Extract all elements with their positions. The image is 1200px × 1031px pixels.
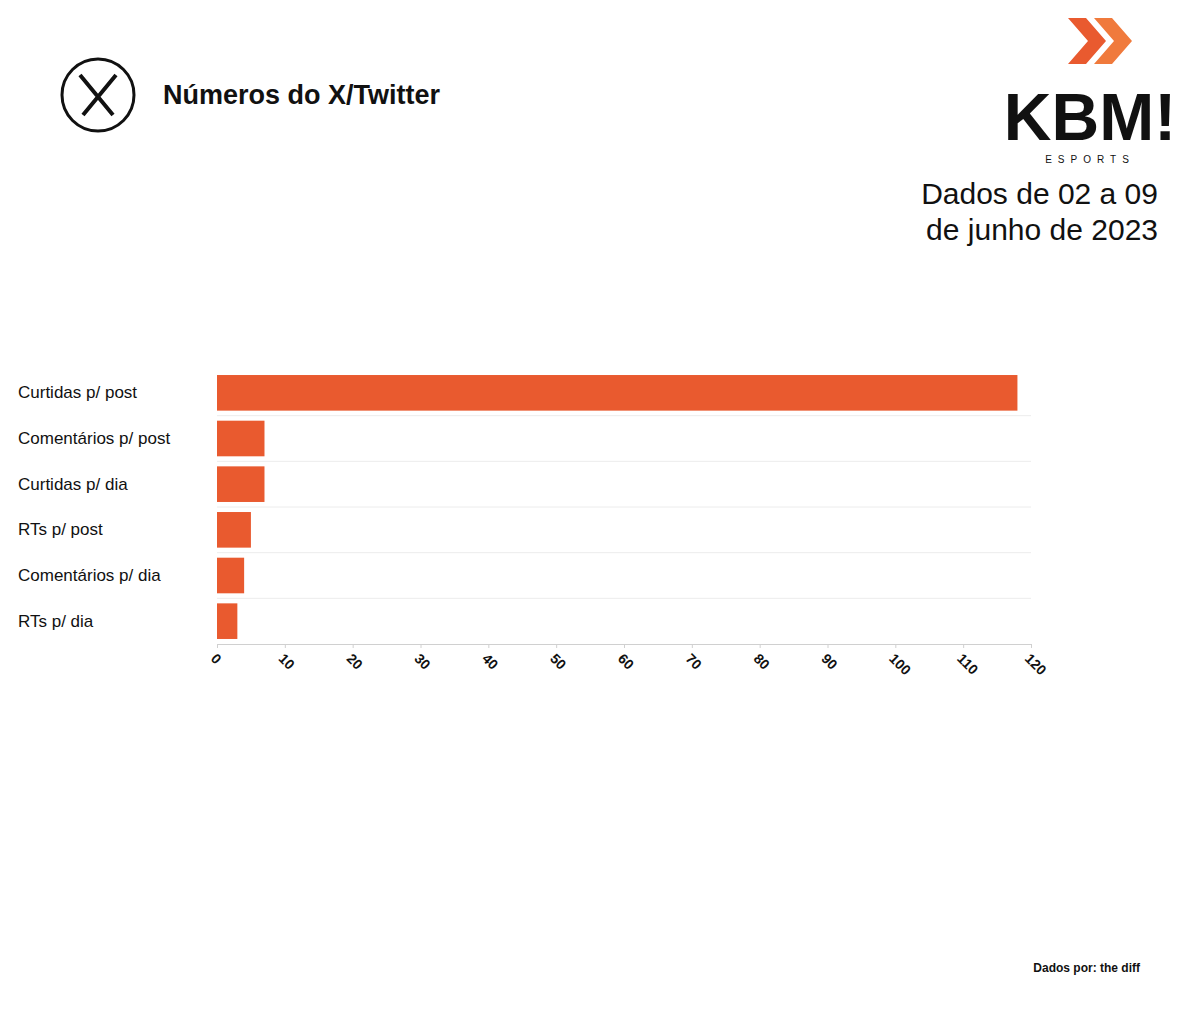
logo-chevrons: [1068, 18, 1132, 64]
bar: [217, 375, 1017, 411]
y-tick-label: Curtidas p/ dia: [18, 475, 128, 494]
y-tick: Curtidas p/ dia: [18, 475, 217, 494]
chart-title: Números do X/Twitter: [163, 80, 441, 110]
y-tick-label: Curtidas p/ post: [18, 383, 137, 402]
logo-text: KBM!: [1004, 80, 1176, 154]
x-tick-mark: [624, 644, 625, 648]
x-tick: 90: [818, 644, 840, 673]
x-tick: 100: [886, 644, 914, 678]
x-tick-label: 110: [954, 650, 981, 677]
x-logo-mark: [80, 75, 116, 115]
logo-subtext: ESPORTS: [1045, 154, 1135, 165]
chart-canvas: Números do X/Twitter KBM!ESPORTS Dados de …: [0, 0, 1200, 1031]
x-tick-mark: [488, 644, 489, 648]
row-separator: [217, 461, 1031, 462]
x-tick: 30: [411, 644, 433, 673]
row-separator: [217, 507, 1031, 508]
x-tick-mark: [217, 644, 218, 648]
x-tick-label: 20: [344, 650, 366, 672]
logo-chevron: [1094, 18, 1132, 64]
x-tick: 110: [954, 644, 981, 678]
x-tick-mark: [353, 644, 354, 648]
x-tick-mark: [285, 644, 286, 648]
x-tick: 20: [344, 644, 366, 673]
y-tick: Comentários p/ dia: [18, 566, 217, 585]
x-tick-mark: [692, 644, 693, 648]
y-tick: Comentários p/ post: [18, 429, 217, 448]
y-tick: RTs p/ dia: [18, 612, 217, 631]
source-note: Dados por: the diff: [1033, 961, 1141, 975]
x-logo-circle: [62, 59, 134, 131]
bars: [217, 375, 1017, 639]
x-tick-mark: [556, 644, 557, 648]
x-tick-mark: [828, 644, 829, 648]
x-tick-label: 60: [615, 650, 637, 672]
x-tick: 40: [479, 644, 501, 673]
bar: [217, 558, 244, 594]
x-tick-label: 50: [547, 650, 569, 672]
background: [0, 0, 1200, 1031]
x-tick-mark: [1031, 644, 1032, 648]
x-tick-label: 90: [818, 650, 840, 672]
bar: [217, 603, 237, 639]
x-tick: 70: [683, 644, 705, 673]
x-tick-mark: [895, 644, 896, 648]
x-tick: 10: [276, 644, 298, 673]
x-axis: 0 10 20 30 40 50 60 70 80 90 100 110 120: [208, 644, 1050, 678]
x-tick: 80: [751, 644, 773, 673]
x-tick-mark: [963, 644, 964, 648]
x-tick-label: 100: [886, 650, 914, 678]
row-separators: [217, 416, 1031, 599]
x-tick-mark: [760, 644, 761, 648]
y-tick-label: RTs p/ post: [18, 520, 103, 539]
row-separator: [217, 552, 1031, 553]
chart-subtitle: Dados de 02 a 09de junho de 2023: [921, 177, 1158, 246]
y-axis: Curtidas p/ post Comentários p/ post Curti…: [18, 383, 217, 630]
x-logo-icon: [62, 59, 134, 131]
y-tick: Curtidas p/ post: [18, 383, 217, 402]
x-tick: 50: [547, 644, 569, 673]
x-tick: 0: [208, 644, 225, 667]
x-tick-label: 10: [276, 650, 298, 672]
y-tick-label: Comentários p/ post: [18, 429, 170, 448]
x-tick-label: 120: [1022, 650, 1050, 678]
y-tick-label: Comentários p/ dia: [18, 566, 161, 585]
x-tick-label: 40: [479, 650, 501, 672]
x-tick-label: 30: [411, 650, 433, 672]
x-tick-label: 0: [208, 650, 225, 667]
bar: [217, 466, 264, 502]
x-tick-label: 80: [751, 650, 773, 672]
y-tick-label: RTs p/ dia: [18, 612, 94, 631]
row-separator: [217, 598, 1031, 599]
bar: [217, 421, 264, 457]
x-tick: 120: [1022, 644, 1050, 678]
x-tick-label: 70: [683, 650, 705, 672]
x-tick: 60: [615, 644, 637, 673]
y-tick: RTs p/ post: [18, 520, 217, 539]
bar: [217, 512, 251, 548]
row-separator: [217, 415, 1031, 416]
x-tick-mark: [421, 644, 422, 648]
